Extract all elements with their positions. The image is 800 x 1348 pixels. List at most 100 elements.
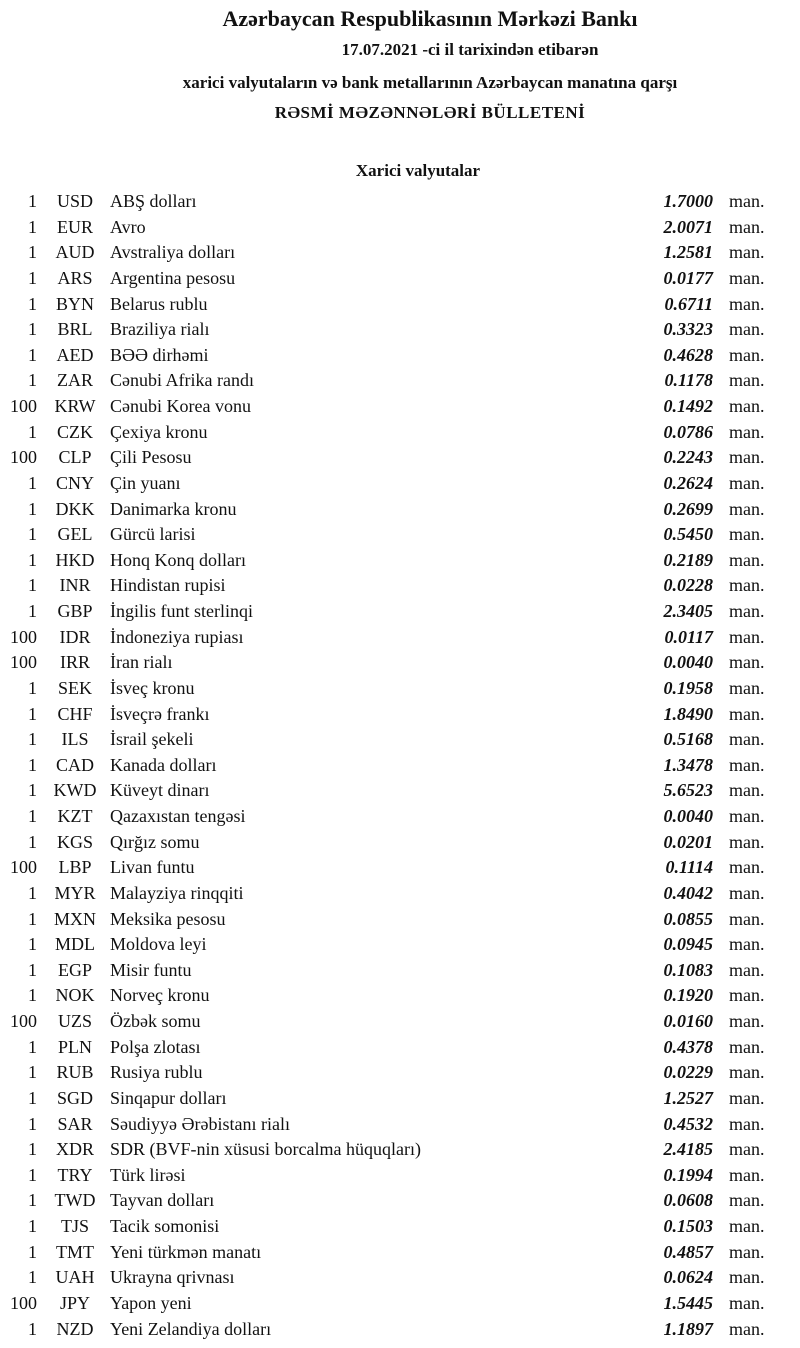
currency-rate: 0.1994 — [663, 1164, 714, 1185]
currency-name: Özbək somu — [110, 1011, 201, 1031]
currency-rate: 0.5450 — [663, 524, 714, 545]
currency-name: Malayziya rinqqiti — [110, 882, 244, 903]
currency-nominal: 100 — [10, 1011, 37, 1031]
currency-code: XDR — [55, 1139, 94, 1160]
currency-row: 1 INR Hindistan rupisi 0.0228 man. — [0, 573, 800, 599]
currency-row: 1 GEL Gürcü larisi 0.5450 man. — [0, 522, 800, 548]
currency-code: GBP — [57, 601, 93, 621]
currency-name: Hindistan rupisi — [110, 575, 226, 596]
currency-nominal: 1 — [28, 780, 37, 801]
currency-nominal: 1 — [28, 1267, 37, 1288]
currency-row: 1 UAH Ukrayna qrivnası 0.0624 man. — [0, 1265, 800, 1291]
currency-name: Livan funtu — [110, 857, 195, 878]
currency-rate: 0.0229 — [663, 1062, 714, 1083]
currency-unit: man. — [729, 1318, 765, 1339]
currency-unit: man. — [729, 1164, 765, 1185]
currency-nominal: 1 — [28, 1318, 37, 1339]
currency-row: 1 TMT Yeni türkmən manatı 0.4857 man. — [0, 1240, 800, 1266]
currency-name: Qırğız somu — [110, 831, 200, 852]
currency-unit: man. — [729, 934, 765, 955]
currency-code: SAR — [57, 1113, 93, 1134]
currency-code: CNY — [55, 472, 94, 493]
section-title: Xarici valyutalar — [355, 161, 481, 180]
currency-unit: man. — [729, 882, 765, 903]
currency-name: ABŞ dolları — [110, 191, 197, 211]
currency-unit: man. — [729, 1267, 765, 1288]
currency-nominal: 1 — [28, 882, 37, 903]
currency-nominal: 100 — [10, 626, 37, 647]
currency-name: Moldova leyi — [110, 934, 207, 955]
currency-code: BYN — [55, 293, 94, 314]
currency-rate: 1.2527 — [663, 1087, 714, 1108]
currency-nominal: 1 — [28, 1216, 37, 1236]
currency-unit: man. — [729, 344, 765, 365]
currency-rate: 0.2624 — [663, 472, 714, 493]
currency-unit: man. — [729, 908, 765, 929]
currency-name: Səudiyyə Ərəbistanı rialı — [110, 1113, 290, 1134]
currency-unit: man. — [729, 575, 765, 596]
currency-code: EUR — [57, 216, 93, 237]
currency-unit: man. — [729, 1190, 765, 1211]
subtitle: xarici valyutaların və bank metallarının… — [182, 73, 678, 92]
currency-rate: 0.4857 — [663, 1241, 714, 1262]
currency-nominal: 1 — [28, 1036, 37, 1057]
currency-name: İngilis funt sterlinqi — [110, 601, 253, 621]
currency-code: DKK — [55, 498, 95, 519]
currency-row: 1 NZD Yeni Zelandiya dolları 1.1897 man. — [0, 1317, 800, 1343]
currency-name: İsveç kronu — [110, 677, 195, 698]
bank-title: Azərbaycan Respublikasının Mərkəzi Bankı — [222, 6, 638, 31]
currency-row: 1 NOK Norveç kronu 0.1920 man. — [0, 983, 800, 1009]
currency-name: Türk lirəsi — [110, 1164, 186, 1185]
currency-name: Çin yuanı — [110, 472, 181, 493]
currency-name: Braziliya rialı — [110, 319, 210, 340]
currency-name: Polşa zlotası — [110, 1036, 201, 1057]
currency-code: KZT — [57, 806, 93, 826]
currency-row: 100 UZS Özbək somu 0.0160 man. — [0, 1009, 800, 1035]
currency-code: CHF — [57, 703, 93, 724]
currency-code: PLN — [57, 1036, 92, 1057]
currency-unit: man. — [729, 498, 765, 519]
currency-row: 1 XDR SDR (BVF-nin xüsusi borcalma hüquqla… — [0, 1137, 800, 1163]
currency-rate: 0.0040 — [663, 806, 714, 826]
currency-unit: man. — [729, 780, 765, 801]
currency-unit: man. — [729, 396, 765, 416]
currency-row: 1 GBP İngilis funt sterlinqi 2.3405 man. — [0, 599, 800, 625]
currency-unit: man. — [729, 985, 765, 1006]
currency-rate: 0.0945 — [663, 934, 714, 955]
currency-code: CAD — [55, 754, 94, 775]
currency-row: 1 ZAR Cənubi Afrika randı 0.1178 man. — [0, 368, 800, 394]
currency-code: CLP — [58, 447, 92, 468]
currency-name: Tacik somonisi — [110, 1216, 220, 1236]
currency-rate: 0.2699 — [663, 498, 714, 519]
currency-name: Ukrayna qrivnası — [110, 1267, 235, 1288]
currency-unit: man. — [729, 729, 765, 750]
currency-unit: man. — [729, 293, 765, 314]
currency-row: 1 TRY Türk lirəsi 0.1994 man. — [0, 1163, 800, 1189]
currency-row: 1 BYN Belarus rublu 0.6711 man. — [0, 292, 800, 318]
currency-rate: 0.1920 — [663, 985, 714, 1006]
currency-name: Yapon yeni — [110, 1292, 192, 1313]
currency-unit: man. — [729, 806, 765, 826]
currency-code: INR — [59, 575, 91, 596]
currency-code: TMT — [56, 1241, 94, 1262]
currency-rate: 0.0201 — [663, 831, 714, 852]
currency-rate: 1.1897 — [663, 1318, 714, 1339]
currency-nominal: 1 — [28, 959, 37, 980]
currency-rate: 0.1083 — [663, 959, 714, 980]
currency-rate: 0.2189 — [663, 549, 714, 570]
currency-row: 100 LBP Livan funtu 0.1114 man. — [0, 855, 800, 881]
currency-unit: man. — [729, 1139, 765, 1160]
currency-name: Çili Pesosu — [110, 447, 192, 468]
currency-row: 1 SAR Səudiyyə Ərəbistanı rialı 0.4532 man. — [0, 1112, 800, 1138]
currency-nominal: 1 — [28, 1190, 37, 1211]
currency-code: ZAR — [57, 370, 93, 391]
currency-nominal: 1 — [28, 191, 37, 211]
currency-nominal: 1 — [28, 677, 37, 698]
currency-rate: 2.4185 — [663, 1139, 714, 1160]
currency-nominal: 1 — [28, 985, 37, 1006]
currency-name: Cənubi Afrika randı — [110, 370, 254, 391]
currency-rate: 0.1178 — [664, 370, 713, 391]
currency-row: 1 TWD Tayvan dolları 0.0608 man. — [0, 1188, 800, 1214]
currency-row: 1 SGD Sinqapur dolları 1.2527 man. — [0, 1086, 800, 1112]
currency-nominal: 1 — [28, 319, 37, 340]
